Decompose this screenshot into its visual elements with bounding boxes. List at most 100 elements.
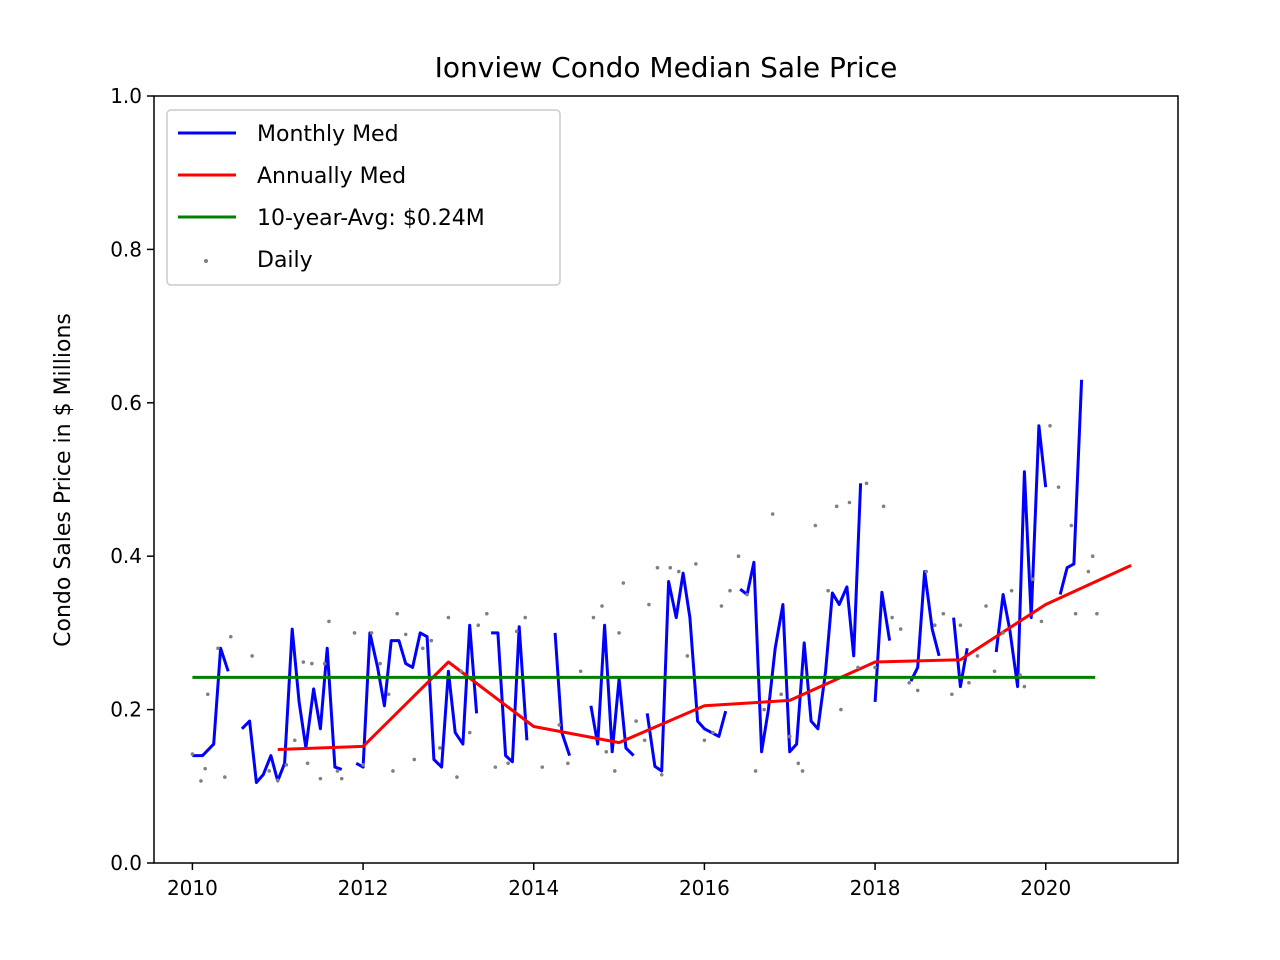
legend-label: Annually Med (257, 164, 406, 189)
daily-point (339, 776, 344, 781)
annually-med-line (277, 564, 1132, 751)
daily-point (600, 604, 604, 608)
x-tick-label: 2012 (338, 876, 389, 900)
daily-point (369, 631, 374, 635)
daily-point (711, 730, 715, 735)
daily-point (205, 692, 210, 697)
daily-point (779, 692, 783, 697)
daily-point (459, 669, 464, 674)
daily-point (1073, 611, 1078, 616)
y-tick-label: 0.2 (110, 698, 142, 722)
daily-point (958, 623, 963, 628)
daily-point (642, 738, 647, 743)
daily-point (813, 523, 818, 528)
daily-point (523, 615, 527, 620)
daily-point (310, 661, 314, 666)
daily-point (839, 707, 843, 712)
y-tick-label: 0.4 (110, 544, 142, 568)
daily-point (429, 638, 434, 643)
daily-point (1009, 588, 1014, 593)
daily-point (391, 769, 395, 773)
daily-point (834, 504, 839, 509)
daily-point (322, 661, 327, 666)
daily-point (1001, 631, 1005, 635)
daily-point (1086, 569, 1091, 574)
legend-marker-daily (204, 259, 208, 263)
daily-point (395, 611, 400, 616)
daily-point (229, 634, 233, 639)
daily-point (890, 615, 894, 620)
daily-point (493, 765, 498, 769)
x-tick-label: 2014 (508, 876, 559, 900)
daily-point (873, 665, 877, 670)
daily-point (915, 688, 920, 693)
daily-point (668, 565, 673, 570)
daily-point (847, 500, 852, 505)
y-tick-label: 0.6 (110, 391, 142, 415)
daily-point (1018, 673, 1022, 677)
daily-point (975, 654, 980, 658)
daily-point (800, 769, 805, 773)
y-tick-label: 1.0 (110, 84, 142, 108)
x-tick-label: 2016 (679, 876, 730, 900)
monthly-med-line (240, 627, 343, 784)
daily-point (967, 680, 971, 685)
monthly-med-line (589, 623, 635, 757)
daily-point (1039, 619, 1044, 624)
daily-point (770, 512, 775, 516)
daily-point (1069, 523, 1074, 528)
daily-point (617, 631, 621, 635)
daily-point (305, 761, 310, 766)
daily-point (898, 627, 903, 631)
daily-point (284, 763, 289, 767)
daily-point (1031, 577, 1035, 582)
daily-point (1022, 684, 1027, 689)
monthly-med-line (994, 424, 1048, 689)
daily-point (267, 769, 272, 773)
daily-point (787, 734, 792, 739)
daily-point (826, 588, 830, 593)
daily-point (762, 707, 766, 712)
daily-point (318, 776, 323, 781)
daily-point (378, 661, 382, 666)
daily-point (566, 761, 570, 766)
daily-point (514, 629, 519, 634)
daily-point (352, 631, 357, 635)
daily-point (190, 752, 195, 756)
daily-point (557, 723, 562, 727)
daily-point (1048, 424, 1052, 428)
daily-point (485, 611, 489, 616)
monthly-med-line (952, 617, 969, 689)
daily-point (685, 654, 690, 658)
daily-point (753, 769, 758, 773)
daily-point (446, 615, 451, 620)
daily-point (992, 669, 997, 674)
daily-point (438, 746, 442, 750)
legend-label: Monthly Med (257, 122, 399, 147)
monthly-med-line (192, 646, 230, 758)
daily-point (250, 654, 254, 658)
daily-point (275, 778, 280, 782)
daily-point (199, 779, 203, 783)
x-tick-label: 2010 (167, 876, 218, 900)
daily-point (476, 623, 481, 628)
daily-point (455, 775, 459, 779)
daily-point (702, 738, 707, 743)
legend-label: 10-year-Avg: $0.24M (257, 206, 485, 231)
y-tick-label: 0.8 (110, 237, 142, 261)
y-axis-label: Condo Sales Price in $ Millions (51, 313, 76, 647)
daily-point (984, 604, 988, 608)
plot-area (190, 379, 1132, 784)
daily-point (361, 763, 365, 767)
daily-point (933, 623, 937, 628)
monthly-med-line (739, 483, 863, 754)
monthly-med-line (645, 571, 728, 773)
daily-point (506, 761, 510, 766)
daily-point (540, 765, 545, 769)
daily-point (203, 766, 207, 771)
monthly-med-line (1058, 379, 1084, 595)
daily-point (634, 719, 638, 723)
monthly-med-line (491, 625, 529, 764)
daily-point (216, 646, 220, 651)
chart-title: Ionview Condo Median Sale Price (435, 51, 898, 84)
